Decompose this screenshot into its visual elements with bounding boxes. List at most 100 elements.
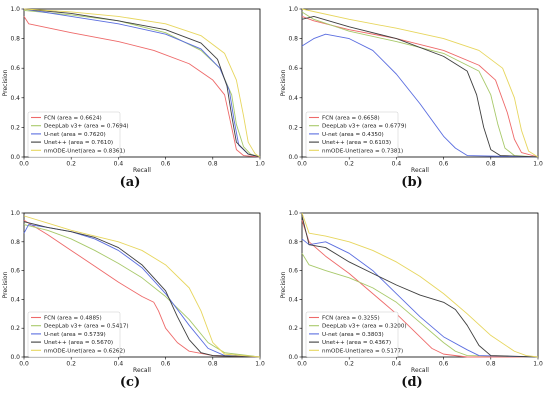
x-axis-label: Recall [133,367,151,374]
chart-panel-1: 0.0 0.2 0.4 0.6 0.8 1.0 0.0 0.2 0.4 0.6 0.8 1.0 Reca… [2,6,265,190]
x-tick-label: 0.6 [161,161,171,168]
y-axis-label: Precision [2,271,9,298]
series-line-unet- [23,221,261,358]
series-line-u-net [301,33,539,158]
x-axis-label: Recall [411,167,429,174]
series-line-unet- [301,15,539,158]
series-line-nmode-unet [23,8,261,158]
y-tick-label: 0.2 [288,124,298,131]
x-tick-label: 0.4 [114,361,124,368]
legend-box [27,111,121,158]
x-axis-label: Recall [133,167,151,174]
x-tick-label: 0.0 [19,161,29,168]
legend: FCN (area = 0.4885) DeepLab v3+ (area = 0… [27,311,129,358]
legend-box [305,111,399,158]
y-tick-label: 0.6 [288,268,298,275]
legend-entry: Unet++ (area = 0.7610) [44,140,113,146]
legend: FCN (area = 0.3255) DeepLab v3+ (area = 0… [305,311,407,358]
y-tick-label: 0.6 [10,268,20,275]
chart-panel-3: 0.0 0.2 0.4 0.6 0.8 1.0 0.0 0.2 0.4 0.6 0.8 1.0 Reca… [2,210,265,390]
x-tick-label: 0.6 [439,361,449,368]
x-tick-label: 0.8 [486,361,496,368]
y-tick-label: 0.6 [288,65,298,72]
legend-entry: Unet++ (area = 0.6103) [322,140,391,146]
panel-label: (a) [120,175,141,190]
y-axis-label: Precision [2,69,9,96]
x-tick-label: 0.4 [392,361,402,368]
y-tick-label: 0.2 [10,124,20,131]
series-line-nmode-unet [23,215,261,358]
y-tick-label: 0.2 [10,325,20,332]
panel-label: (d) [401,375,422,390]
x-tick-label: 1.0 [533,161,543,168]
legend-entry: U-net (area = 0.4350) [322,132,384,138]
chart-panel-4: 0.0 0.2 0.4 0.6 0.8 1.0 0.0 0.2 0.4 0.6 0.8 1.0 Reca… [280,210,543,390]
legend-entry: U-net (area = 0.3803) [322,332,384,338]
x-tick-label: 0.4 [114,161,124,168]
x-tick-label: 0.0 [297,161,307,168]
legend-entry: DeepLab v3+ (area = 0.7694) [44,124,129,130]
x-tick-label: 0.6 [161,361,171,368]
legend-entry: Unet++ (area = 0.5670) [44,340,113,346]
x-tick-label: 1.0 [255,361,265,368]
y-tick-label: 0.8 [10,239,20,246]
y-axis-label: Precision [280,69,287,96]
legend: FCN (area = 0.6658) DeepLab v3+ (area = 0… [305,111,407,158]
legend-entry: nmODE-Unet(area = 0.8361) [44,148,125,154]
y-tick-label: 0.4 [288,296,298,303]
chart-panel-2: 0.0 0.2 0.4 0.6 0.8 1.0 0.0 0.2 0.4 0.6 0.8 1.0 Reca… [280,6,543,190]
legend-entry: FCN (area = 0.4885) [44,316,102,322]
legend-entry: FCN (area = 0.6624) [44,116,102,122]
series-line-deeplab-v3- [23,224,261,358]
legend-entry: Unet++ (area = 0.4367) [322,340,391,346]
legend-box [305,311,399,358]
x-tick-label: 0.2 [344,161,354,168]
y-tick-label: 0.8 [288,239,298,246]
y-tick-label: 0.0 [10,354,20,361]
x-tick-label: 0.4 [392,161,402,168]
y-tick-label: 0.0 [288,154,298,161]
plot-frame [23,8,261,158]
series-line-fcn [301,15,539,158]
y-tick-label: 0.0 [10,154,20,161]
x-tick-label: 1.0 [533,361,543,368]
legend-entry: DeepLab v3+ (area = 0.5417) [44,324,129,330]
y-tick-label: 0.6 [10,65,20,72]
y-axis-label: Precision [280,271,287,298]
x-axis-label: Recall [411,367,429,374]
y-tick-label: 0.0 [288,354,298,361]
series-line-u-net [301,238,539,358]
series-line-fcn [23,16,261,158]
legend: FCN (area = 0.6624) DeepLab v3+ (area = 0… [27,111,129,158]
legend-entry: U-net (area = 0.5739) [44,332,106,338]
legend-entry: DeepLab v3+ (area = 0.3200) [322,324,407,330]
legend-entry: nmODE-Unet(area = 0.5177) [322,348,403,354]
y-tick-label: 1.0 [288,210,298,217]
legend-entry: nmODE-Unet(area = 0.7381) [322,148,403,154]
x-tick-label: 0.2 [66,361,76,368]
series-line-nmode-unet [301,8,539,158]
x-tick-label: 0.0 [19,361,29,368]
legend-entry: FCN (area = 0.3255) [322,316,380,322]
y-tick-label: 0.8 [288,36,298,43]
y-tick-label: 1.0 [288,6,298,13]
y-tick-label: 0.4 [10,95,20,102]
legend-box [27,311,121,358]
plot-frame [301,212,539,358]
y-tick-label: 0.8 [10,36,20,43]
legend-entry: U-net (area = 0.7620) [44,132,106,138]
x-tick-label: 0.2 [344,361,354,368]
plot-frame [23,212,261,358]
x-tick-label: 0.8 [486,161,496,168]
x-tick-label: 0.8 [208,361,218,368]
x-tick-label: 0.8 [208,161,218,168]
y-tick-label: 1.0 [10,210,20,217]
series-line-fcn [23,219,261,358]
x-tick-label: 0.6 [439,161,449,168]
series-line-deeplab-v3- [301,253,539,358]
series-line-deeplab-v3- [301,11,539,158]
panel-label: (b) [401,175,422,190]
legend-entry: DeepLab v3+ (area = 0.6779) [322,124,407,130]
series-line-unet- [23,8,261,158]
plot-frame [301,8,539,158]
